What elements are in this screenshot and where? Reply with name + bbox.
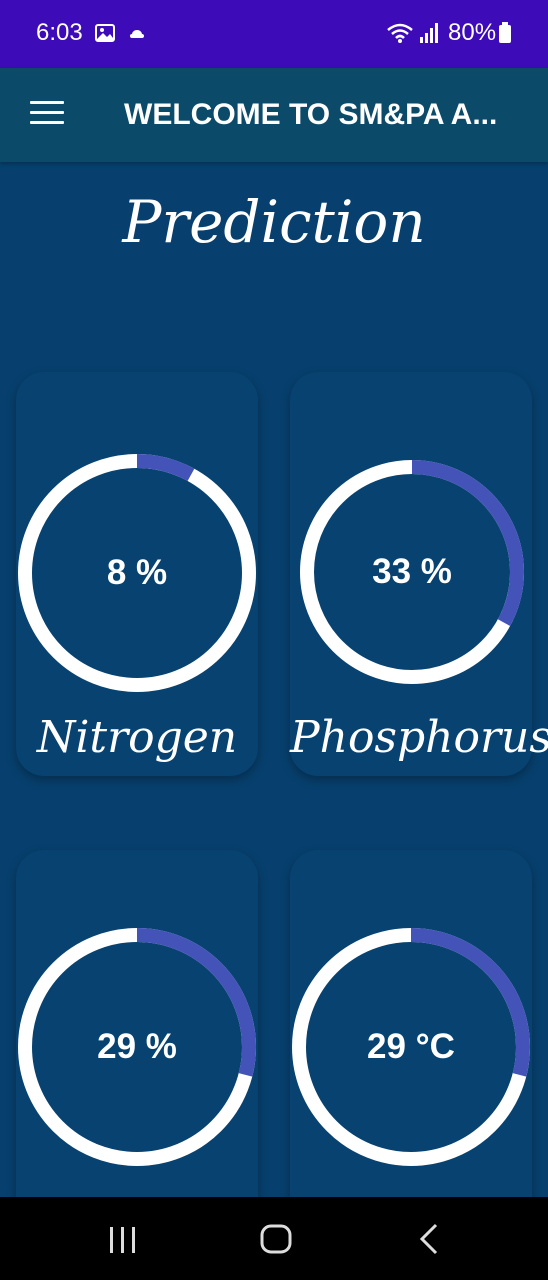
gauge-nitrogen: 8 %	[18, 454, 256, 692]
home-icon[interactable]	[258, 1221, 294, 1257]
back-icon[interactable]	[416, 1221, 442, 1257]
navigation-bar	[0, 1197, 548, 1280]
gauge-value: 8 %	[18, 454, 256, 692]
app-bar: WELCOME TO SM&PA A...	[0, 68, 548, 162]
app-title: WELCOME TO SM&PA A...	[124, 98, 536, 132]
gauge-card-nitrogen: 8 % Nitrogen	[16, 372, 258, 776]
signal-icon	[418, 22, 440, 44]
status-time: 6:03	[36, 19, 83, 47]
status-bar: 6:03 80%	[0, 0, 548, 68]
recents-icon[interactable]	[106, 1223, 140, 1257]
gauge-card-phosphorus: 33 % Phosphorus	[290, 372, 532, 776]
gauge-value: 29 °C	[292, 928, 530, 1166]
gauge-phosphorus: 33 %	[300, 460, 524, 684]
gauge-3: 29 %	[18, 928, 256, 1166]
menu-icon[interactable]	[30, 101, 66, 129]
gauge-label: Nitrogen	[16, 712, 258, 763]
cloud-icon	[130, 28, 144, 40]
gauge-value: 33 %	[300, 460, 524, 684]
page-title: Prediction	[0, 188, 548, 256]
battery-percentage: 80%	[448, 19, 496, 47]
gallery-icon	[95, 24, 115, 42]
wifi-icon	[386, 22, 414, 44]
gauge-temperature: 29 °C	[292, 928, 530, 1166]
battery-icon	[498, 22, 512, 44]
gauge-value: 29 %	[18, 928, 256, 1166]
gauge-label: Phosphorus	[290, 712, 532, 763]
